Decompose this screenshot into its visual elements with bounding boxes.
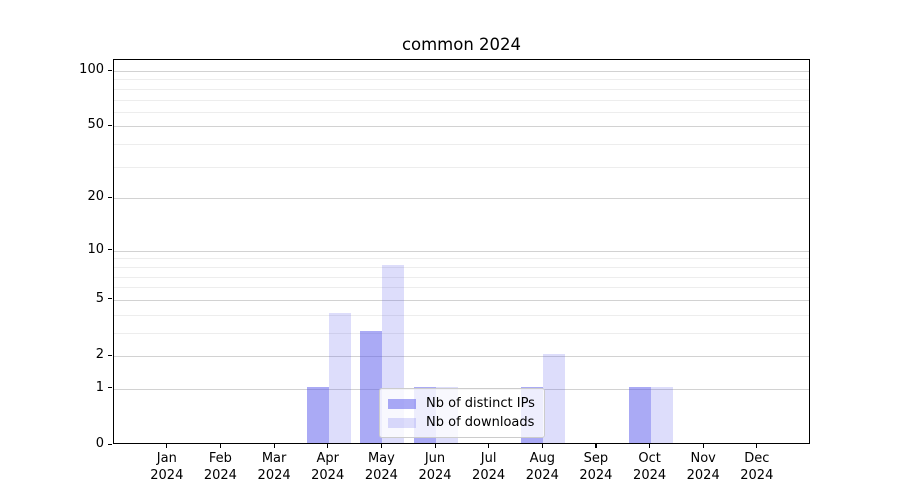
y-tick-label: 2 bbox=[95, 347, 104, 362]
x-tick-label-aug: Aug 2024 bbox=[525, 451, 559, 483]
gridline-minor bbox=[114, 287, 809, 289]
plot-area: Nb of distinct IPs Nb of downloads bbox=[113, 59, 810, 444]
x-tick-label-mar: Mar 2024 bbox=[257, 451, 291, 483]
y-tick-mark bbox=[108, 298, 112, 300]
y-tick-label: 0 bbox=[95, 436, 104, 451]
x-tick-mark bbox=[488, 444, 490, 448]
legend-swatch-distinct-ips bbox=[388, 398, 416, 409]
x-tick-label-may: May 2024 bbox=[364, 451, 398, 483]
y-tick-mark bbox=[108, 387, 112, 389]
legend-swatch-downloads bbox=[388, 417, 416, 428]
legend-item-downloads: Nb of downloads bbox=[388, 413, 536, 432]
bar-downloads-apr bbox=[328, 312, 351, 443]
x-tick-mark bbox=[541, 444, 543, 448]
y-tick-label: 100 bbox=[79, 62, 104, 77]
bar-downloads-oct bbox=[650, 386, 673, 443]
x-tick-label-sep: Sep 2024 bbox=[579, 451, 613, 483]
y-tick-mark bbox=[108, 443, 112, 445]
x-tick-label-oct: Oct 2024 bbox=[633, 451, 667, 483]
y-tick-mark bbox=[108, 124, 112, 127]
gridline-minor bbox=[114, 258, 809, 260]
x-tick-mark bbox=[327, 444, 329, 448]
gridline-minor bbox=[114, 111, 809, 113]
x-tick-mark bbox=[595, 444, 597, 448]
x-tick-label-jan: Jan 2024 bbox=[150, 451, 184, 483]
legend-item-distinct-ips: Nb of distinct IPs bbox=[388, 394, 536, 413]
x-tick-mark bbox=[702, 444, 704, 448]
x-tick-mark bbox=[649, 444, 651, 448]
gridline-major bbox=[114, 71, 809, 72]
y-tick-mark bbox=[108, 354, 112, 356]
x-tick-label-feb: Feb 2024 bbox=[203, 451, 237, 483]
bar-distinct-ips-apr bbox=[306, 386, 329, 443]
chart-title: common 2024 bbox=[401, 35, 522, 54]
y-tick-label: 50 bbox=[87, 117, 104, 133]
gridline-minor bbox=[114, 79, 809, 81]
gridline-minor bbox=[114, 276, 809, 278]
gridline-major bbox=[114, 126, 809, 128]
gridline-minor bbox=[114, 266, 809, 268]
y-tick-mark bbox=[108, 196, 112, 198]
legend-label-distinct-ips: Nb of distinct IPs bbox=[426, 396, 535, 411]
x-tick-mark bbox=[273, 444, 275, 448]
gridline-minor bbox=[114, 144, 809, 146]
x-tick-mark bbox=[219, 444, 222, 448]
y-tick-label: 10 bbox=[87, 241, 104, 257]
y-tick-mark bbox=[108, 249, 112, 251]
gridline-major bbox=[114, 299, 809, 301]
x-tick-mark bbox=[756, 444, 758, 448]
gridline-minor bbox=[114, 88, 809, 90]
y-tick-mark bbox=[108, 69, 112, 71]
y-tick-label: 1 bbox=[95, 379, 104, 395]
gridline-major bbox=[114, 356, 809, 357]
x-tick-label-nov: Nov 2024 bbox=[686, 451, 720, 483]
gridline-minor bbox=[114, 332, 809, 334]
x-tick-label-apr: Apr 2024 bbox=[311, 451, 345, 483]
gridline-minor bbox=[114, 99, 809, 101]
x-tick-label-jul: Jul 2024 bbox=[472, 451, 506, 483]
gridline-major bbox=[114, 198, 809, 200]
x-tick-label-dec: Dec 2024 bbox=[740, 451, 774, 483]
gridline-minor bbox=[114, 166, 809, 168]
gridline-major bbox=[114, 250, 809, 252]
bar-downloads-aug bbox=[543, 354, 566, 443]
legend-label-downloads: Nb of downloads bbox=[426, 415, 535, 430]
x-tick-label-jun: Jun 2024 bbox=[418, 451, 452, 483]
y-tick-label: 20 bbox=[87, 189, 104, 205]
bar-distinct-ips-may bbox=[360, 330, 383, 443]
legend: Nb of distinct IPs Nb of downloads bbox=[379, 388, 545, 438]
x-tick-mark bbox=[434, 444, 436, 448]
y-tick-label: 5 bbox=[95, 290, 104, 306]
bar-distinct-ips-oct bbox=[628, 386, 651, 443]
gridline-minor bbox=[114, 314, 809, 316]
x-tick-mark bbox=[166, 444, 168, 448]
x-tick-mark bbox=[380, 444, 383, 448]
